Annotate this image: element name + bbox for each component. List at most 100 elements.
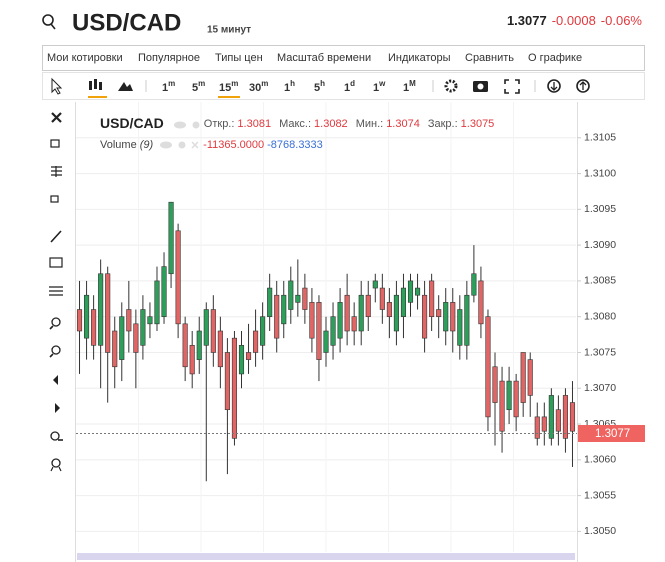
download-icon[interactable]: [547, 79, 561, 93]
open-value: 1.3081: [237, 118, 271, 130]
menu-item[interactable]: Индикаторы: [388, 52, 451, 64]
cursor-icon[interactable]: [51, 77, 63, 95]
legend: USD/CAD Откр.: 1.3081 Макс.: 1.3082 Мин.: 1.30…: [100, 115, 494, 131]
candle-body: [76, 309, 83, 332]
candle-body: [91, 309, 97, 346]
candles-icon[interactable]: [88, 79, 107, 98]
candle-body: [429, 280, 435, 317]
timeframe-num: 5: [314, 82, 320, 94]
area-icon[interactable]: [118, 82, 133, 91]
candle-body: [133, 323, 139, 353]
candle-body: [154, 280, 160, 325]
symbol: USD/CAD: [72, 9, 181, 36]
candle-body: [414, 287, 421, 296]
timeframe[interactable]: 1d: [344, 79, 355, 94]
high-label: Макс.:: [279, 118, 311, 130]
candle-body: [450, 302, 456, 332]
y-tick-label: 1.3070: [584, 382, 616, 394]
timeframe-unit: m: [231, 79, 238, 88]
menu: Мои котировки Популярное Типы цен Масштаб в…: [47, 52, 582, 64]
candle-body: [534, 416, 540, 439]
y-tick-label: 1.3055: [584, 489, 616, 501]
upload-icon[interactable]: [576, 79, 590, 93]
candle-body: [386, 302, 392, 317]
candle-body: [379, 287, 385, 310]
candle-body: [457, 309, 463, 346]
candle-body: [499, 380, 505, 432]
candle-body: [253, 330, 259, 353]
timeframe[interactable]: 1M: [403, 79, 416, 94]
zoom-out-tool[interactable]: [49, 345, 61, 358]
candle-body: [126, 309, 132, 332]
fib-tool[interactable]: [49, 286, 63, 296]
zoom-in-tool[interactable]: [49, 317, 61, 330]
menu-item[interactable]: Типы цен: [215, 52, 263, 64]
candle-body: [330, 316, 336, 346]
select-tool[interactable]: [50, 139, 60, 148]
settings-icon[interactable]: [444, 79, 458, 93]
rect-tool[interactable]: [49, 257, 63, 268]
candle-body: [351, 316, 357, 332]
timeframe-num: 1: [403, 82, 409, 94]
open-label: Откр.:: [204, 118, 235, 130]
menu-item[interactable]: Мои котировки: [47, 52, 123, 64]
timeframe[interactable]: 1m: [162, 79, 175, 94]
search-icon-handle: [50, 23, 56, 30]
scroll-right-tool[interactable]: [55, 403, 60, 413]
timeframe-unit: m: [198, 79, 205, 88]
timeframe-num: 30: [249, 82, 261, 94]
timeframe[interactable]: 1w: [373, 79, 386, 94]
candle-body: [422, 294, 428, 339]
grid-tool[interactable]: [51, 166, 62, 177]
timeframe-num: 1: [162, 82, 168, 94]
candle-body: [295, 294, 301, 303]
candle-body: [189, 345, 195, 375]
timeframe-unit: M: [409, 79, 416, 88]
search-icon[interactable]: [42, 14, 54, 26]
timeframe-unit: m: [168, 79, 175, 88]
timeframe-num: 1: [284, 82, 290, 94]
candle-body: [175, 230, 181, 325]
timeframe[interactable]: 5h: [314, 79, 325, 94]
timeframe-num: 1: [373, 82, 379, 94]
camera-icon[interactable]: [473, 81, 488, 92]
y-tick-label: 1.3100: [584, 167, 616, 179]
candle-body: [492, 366, 498, 403]
timeframe-num: 15: [219, 82, 231, 94]
candle-body: [274, 294, 280, 339]
timeframe[interactable]: 30m: [249, 79, 268, 94]
timeframe[interactable]: 15m: [219, 79, 238, 94]
candle-body: [555, 409, 561, 432]
menu-item[interactable]: Сравнить: [465, 52, 514, 64]
line-tool[interactable]: [50, 230, 62, 243]
remove-tool[interactable]: [51, 112, 62, 123]
scroll-left-tool[interactable]: [53, 375, 58, 385]
left-toolbar: [49, 112, 63, 472]
timeframe-unit: h: [320, 79, 325, 88]
copy-tool[interactable]: [50, 195, 59, 203]
candles: [76, 201, 576, 482]
y-tick-label: 1.3095: [584, 203, 616, 215]
timeframe[interactable]: 1h: [284, 79, 295, 94]
timeframe-active: [218, 96, 240, 98]
candle-body: [147, 316, 153, 325]
candle-body: [84, 294, 90, 339]
candle-body: [203, 309, 209, 346]
candle-body: [231, 337, 238, 439]
menu-item[interactable]: Популярное: [138, 52, 200, 64]
candle-body: [541, 416, 547, 432]
zoom-fit-tool[interactable]: [50, 431, 63, 441]
candle-body: [224, 352, 230, 411]
candle-body: [288, 280, 294, 310]
quote: 1.3077 -0.0008 -0.06%: [507, 13, 642, 28]
candle-body: [407, 280, 414, 303]
volume-value-2: -8768.3333: [267, 139, 323, 151]
menu-item[interactable]: Масштаб времени: [277, 52, 371, 64]
reset-tool[interactable]: [50, 458, 62, 472]
menu-item[interactable]: О графике: [528, 52, 582, 64]
menu-bar: [42, 45, 645, 71]
fullscreen-icon[interactable]: [504, 79, 520, 94]
timeframe-num: 1: [344, 82, 350, 94]
timeframe[interactable]: 5m: [192, 79, 205, 94]
